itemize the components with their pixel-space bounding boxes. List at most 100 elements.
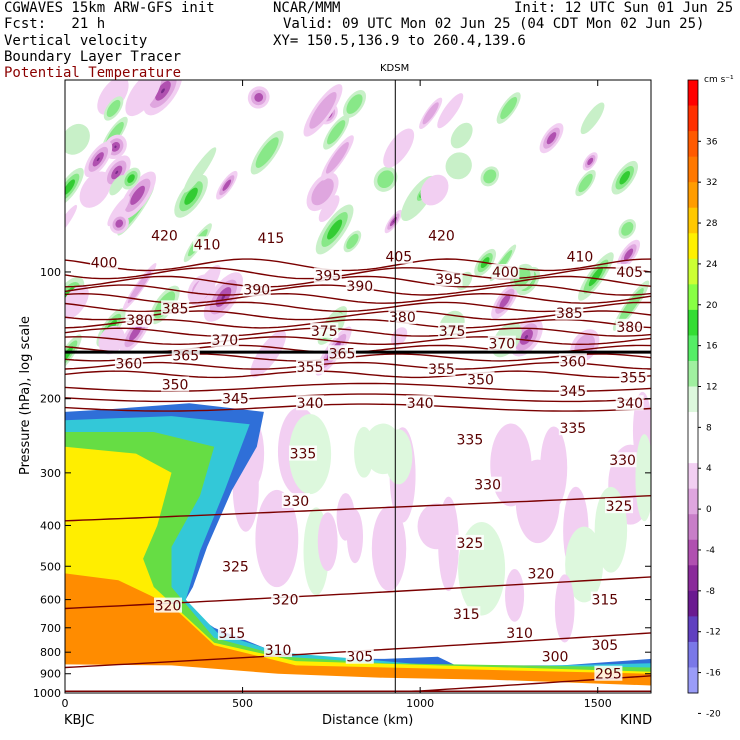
isentrope-label-bg: [125, 311, 154, 327]
isentrope-label-bg: [310, 322, 339, 338]
isentrope-420: [65, 258, 651, 272]
colorbar-swatch: [688, 616, 698, 643]
velocity-cell: [554, 574, 575, 643]
isentrope-label: 395: [314, 269, 341, 285]
colorbar-unit: cm s⁻¹: [704, 75, 734, 85]
isentrope-label: 400: [492, 265, 519, 281]
isentrope-label: 295: [595, 667, 622, 683]
velocity-cell: [65, 179, 75, 195]
isentrope-label-bg: [288, 445, 317, 461]
isentrope-label: 335: [559, 421, 586, 437]
velocity-cell: [190, 264, 221, 306]
colorbar-swatch: [688, 258, 698, 285]
isentrope-320: [65, 675, 651, 692]
isentrope-label-bg: [619, 369, 648, 385]
isentrope-label: 310: [506, 626, 533, 642]
valid-time: Valid: 09 UTC Mon 02 Jun 25 (04 CDT Mon …: [283, 16, 705, 32]
colorbar-tick-label: -4: [706, 546, 715, 556]
isentrope-label-bg: [558, 383, 587, 399]
velocity-cell: [109, 175, 126, 196]
isentrope-label: 345: [222, 392, 249, 408]
velocity-cell: [505, 569, 525, 622]
isentrope-label: 375: [311, 324, 338, 340]
velocity-cell: [127, 270, 152, 304]
isentrope-label: 380: [389, 310, 416, 326]
velocity-cell: [524, 335, 529, 339]
colorbar-swatch: [688, 565, 698, 592]
isentrope-label-bg: [526, 565, 555, 581]
isentrope-label-bg: [438, 322, 467, 338]
isentrope-label: 385: [556, 306, 583, 322]
colorbar-tick-label: -12: [706, 628, 721, 638]
colorbar-swatch: [688, 463, 698, 490]
x-tick-label: 500: [232, 697, 253, 710]
colorbar-swatch: [688, 105, 698, 132]
velocity-cell: [183, 147, 217, 193]
velocity-cell: [317, 512, 338, 571]
isentrope-label-bg: [473, 476, 502, 492]
velocity-cell: [364, 423, 403, 475]
velocity-cell: [254, 92, 264, 102]
isentrope-label: 360: [559, 354, 586, 370]
velocity-cell: [327, 219, 343, 240]
isentrope-label-bg: [264, 641, 293, 657]
colorbar-tick-label: 36: [706, 137, 718, 147]
colorbar-tick-label: 16: [706, 342, 718, 352]
plot-frame: [64, 79, 652, 694]
isentrope-label-bg: [313, 267, 342, 283]
isentrope-label-bg: [296, 395, 325, 411]
isentrope-label: 330: [474, 478, 501, 494]
velocity-cell: [437, 93, 464, 129]
colorbar-tick-label: -8: [706, 587, 715, 597]
init-time: Init: 12 UTC Sun 01 Jun 25: [514, 0, 734, 16]
velocity-cell: [383, 128, 415, 168]
y-tick-label: 400: [40, 519, 61, 532]
isentrope-label-bg: [221, 558, 250, 574]
velocity-cell: [221, 294, 226, 300]
velocity-cell: [546, 132, 557, 145]
isentrope-label: 305: [591, 638, 618, 654]
isentrope-410: [65, 275, 651, 288]
isentrope-360: [65, 361, 651, 370]
velocity-cell: [623, 248, 634, 261]
isentrope-label-bg: [161, 376, 190, 392]
vertical-velocity-field: [65, 80, 651, 693]
velocity-cell: [565, 526, 604, 603]
isentrope-label: 370: [488, 337, 515, 353]
colorbar-swatch: [688, 641, 698, 668]
velocity-cell: [635, 434, 651, 522]
colorbar-tick-label: 4: [706, 464, 712, 474]
isentrope-label: 380: [126, 313, 153, 329]
velocity-cell: [96, 157, 100, 162]
isentrope-label: 380: [616, 320, 643, 336]
isentrope-label: 315: [591, 593, 618, 609]
y-tick-label: 700: [40, 622, 61, 635]
isentrope-label-bg: [565, 248, 594, 264]
isentrope-label-bg: [271, 591, 300, 607]
isentrope-label: 370: [211, 333, 238, 349]
isentrope-label-bg: [256, 229, 285, 245]
colorbar-tick-label: 0: [706, 505, 712, 515]
isentrope-label-bg: [455, 431, 484, 447]
colorbar-swatch: [688, 360, 698, 387]
isentrope-label: 420: [151, 229, 178, 245]
isentrope-label: 355: [620, 370, 647, 386]
isentrope-label: 410: [567, 250, 594, 266]
isentrope-label: 320: [155, 599, 182, 615]
isentrope-label-bg: [328, 345, 357, 361]
colorbar-swatch: [688, 335, 698, 362]
isentrope-label-bg: [608, 452, 637, 468]
isentrope-lines: 420 410 415 405 420 410 400 395 395 400 405 390 390 3…: [65, 227, 651, 692]
colorbar-swatch: [688, 182, 698, 209]
isentrope-label-bg: [558, 353, 587, 369]
colorbar-tick-label: 8: [706, 423, 712, 433]
velocity-cell: [445, 152, 472, 180]
isentrope-label-bg: [590, 591, 619, 607]
isentrope-label: 325: [457, 536, 484, 552]
isentrope-label: 390: [346, 279, 373, 295]
isentrope-label: 375: [439, 324, 466, 340]
isentrope-label: 395: [435, 272, 462, 288]
isentrope-label: 400: [91, 256, 118, 272]
isentrope-label-bg: [345, 278, 374, 294]
isentrope-label: 365: [329, 346, 356, 362]
